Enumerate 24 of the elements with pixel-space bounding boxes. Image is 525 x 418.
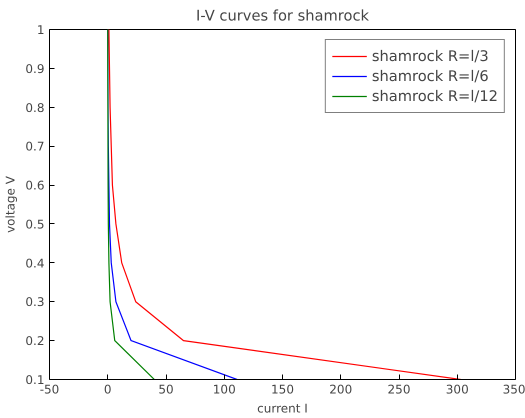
y-tick-label: 0.7 bbox=[25, 140, 45, 154]
legend-label: shamrock R=l/6 bbox=[372, 68, 489, 84]
x-tick-label: 50 bbox=[158, 382, 174, 396]
x-tick-label: 200 bbox=[329, 382, 352, 396]
x-tick-label: 350 bbox=[502, 382, 525, 396]
y-tick-label: 1 bbox=[36, 23, 45, 37]
legend-label: shamrock R=l/3 bbox=[372, 48, 489, 64]
x-tick-label: 150 bbox=[271, 382, 294, 396]
x-tick-label: 0 bbox=[104, 382, 112, 396]
x-tick-label: 100 bbox=[212, 382, 236, 396]
x-axis-title: current I bbox=[257, 402, 308, 416]
y-tick-label: 0.9 bbox=[25, 62, 45, 76]
y-tick-label: 0.5 bbox=[25, 217, 45, 232]
x-tick-label: 300 bbox=[446, 382, 469, 396]
legend-label: shamrock R=l/12 bbox=[372, 88, 498, 104]
y-tick-label: 0.3 bbox=[25, 295, 45, 310]
y-tick-label: 0.8 bbox=[25, 100, 45, 115]
x-tick-label: 250 bbox=[388, 382, 410, 396]
y-tick-label: 0.2 bbox=[25, 334, 45, 348]
y-tick-label: 0.4 bbox=[25, 256, 45, 270]
chart-title: I-V curves for shamrock bbox=[196, 8, 370, 24]
y-axis-title: voltage V bbox=[3, 175, 18, 233]
y-tick-label: 0.6 bbox=[25, 178, 45, 193]
line-series bbox=[107, 30, 155, 380]
